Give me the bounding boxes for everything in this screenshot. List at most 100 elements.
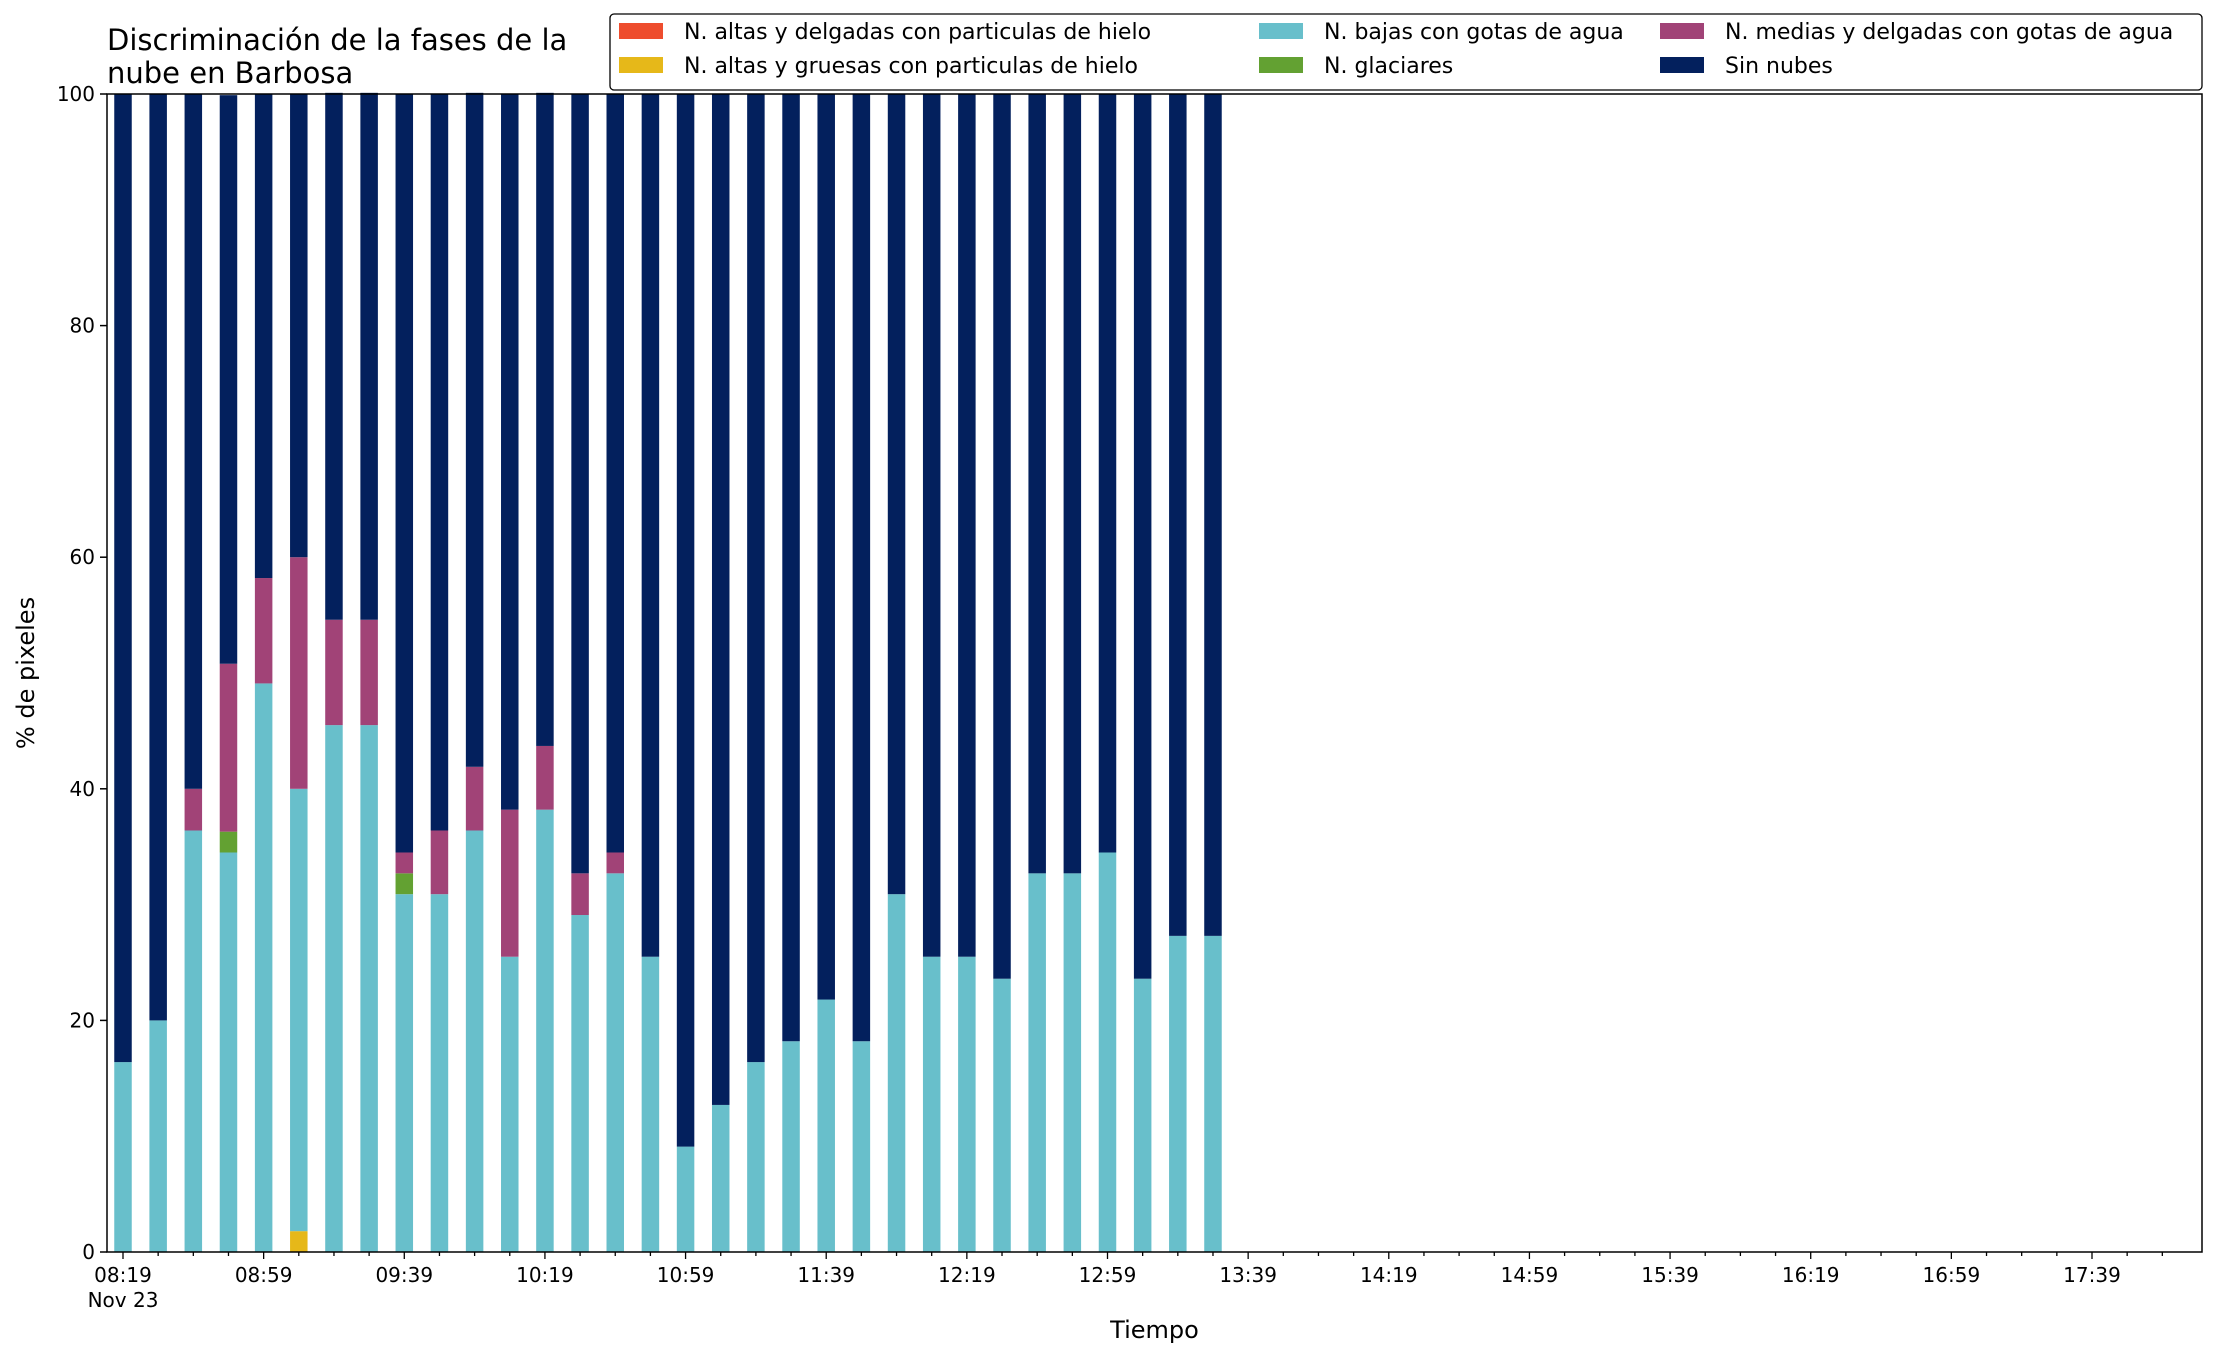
- bar-segment: [395, 852, 414, 874]
- x-tick-label: 08:59: [235, 1263, 293, 1287]
- bar-segment: [465, 830, 484, 1252]
- x-tick-label: 12:19: [938, 1263, 996, 1287]
- y-tick-label: 100: [57, 82, 95, 106]
- bar-segment: [852, 1041, 871, 1252]
- x-tick-label: 08:19: [94, 1263, 152, 1287]
- bar-segment: [290, 94, 308, 558]
- x-tick-label: 15:39: [1641, 1263, 1699, 1287]
- bar-segment: [395, 894, 414, 1252]
- bar-segment: [1169, 935, 1187, 1252]
- bar-segment: [430, 94, 449, 831]
- bar-segment: [817, 94, 835, 1000]
- bar-segment: [922, 94, 941, 957]
- bar-segment: [254, 94, 273, 579]
- bar-segment: [536, 745, 554, 810]
- bar-segment: [114, 94, 132, 1063]
- legend-item: N. bajas con gotas de agua: [1259, 20, 1624, 45]
- legend-label: N. altas y gruesas con particulas de hie…: [684, 54, 1138, 79]
- y-tick-label: 40: [70, 777, 95, 801]
- bar-segment: [676, 1146, 695, 1252]
- x-axis-label: Tiempo: [1109, 1316, 1199, 1344]
- bar-segment: [536, 809, 554, 1252]
- bar-segment: [747, 1062, 765, 1252]
- x-tick-sublabel: Nov 23: [88, 1288, 159, 1312]
- bar-segment: [606, 852, 624, 874]
- chart-title-line: nube en Barbosa: [107, 56, 353, 90]
- bar-segment: [290, 557, 308, 789]
- bar-segment: [1028, 94, 1046, 874]
- bar-segment: [1063, 873, 1082, 1252]
- legend-item: N. altas y delgadas con particulas de hi…: [619, 20, 1151, 45]
- legend-item: N. glaciares: [1259, 54, 1453, 79]
- bars: [114, 92, 1222, 1252]
- bar-segment: [219, 831, 238, 853]
- bar-segment: [465, 92, 484, 767]
- bar-segment: [430, 894, 449, 1252]
- bar-segment: [184, 788, 203, 831]
- bar-segment: [184, 94, 203, 789]
- bar-segment: [711, 94, 730, 1105]
- bar-segment: [606, 94, 624, 853]
- bar-segment: [184, 830, 203, 1252]
- bar-segment: [114, 1062, 132, 1252]
- bar-segment: [219, 852, 238, 1252]
- bar-segment: [641, 956, 660, 1252]
- bar-segment: [993, 978, 1011, 1252]
- bar-segment: [360, 725, 378, 1252]
- bar-segment: [1098, 94, 1117, 853]
- bar-segment: [922, 956, 941, 1252]
- bar-segment: [536, 92, 554, 746]
- chart-title-line: Discriminación de la fases de la: [107, 23, 567, 57]
- y-axis: 0 20 40 60 80 100: [57, 82, 107, 1264]
- bar-segment: [641, 94, 660, 957]
- bar-segment: [219, 663, 238, 832]
- x-tick-label: 10:59: [657, 1263, 715, 1287]
- y-tick-label: 80: [70, 314, 95, 338]
- bar-segment: [360, 92, 378, 620]
- bar-segment: [290, 1231, 308, 1252]
- bar-segment: [254, 578, 273, 684]
- bar-segment: [325, 619, 343, 726]
- bar-segment: [395, 873, 414, 895]
- legend-item: N. altas y gruesas con particulas de hie…: [619, 54, 1138, 79]
- bar-segment: [395, 94, 414, 853]
- legend-label: Sin nubes: [1725, 54, 1833, 79]
- bar-segment: [290, 788, 308, 1232]
- x-tick-label: 16:19: [1782, 1263, 1840, 1287]
- bar-segment: [852, 94, 871, 1042]
- bar-segment: [325, 92, 343, 620]
- bar-segment: [465, 766, 484, 831]
- bar-segment: [711, 1104, 730, 1252]
- bar-segment: [219, 95, 238, 664]
- y-tick-label: 20: [70, 1008, 95, 1032]
- bar-segment: [1169, 94, 1187, 936]
- legend-swatch: [619, 57, 663, 73]
- bar-segment: [958, 956, 976, 1252]
- legend-frame: [609, 13, 2203, 91]
- bar-segment: [958, 94, 976, 957]
- bar-segment: [887, 94, 906, 895]
- x-tick-label: 10:19: [516, 1263, 574, 1287]
- legend: N. altas y delgadas con particulas de hi…: [609, 13, 2203, 91]
- bar-segment: [606, 873, 624, 1252]
- bar-segment: [782, 1041, 800, 1252]
- plot-frame: [106, 93, 2203, 1253]
- bar-segment: [1098, 852, 1117, 1252]
- y-axis-label: % de pixeles: [12, 597, 40, 749]
- legend-swatch: [1259, 23, 1303, 39]
- bar-segment: [1204, 935, 1222, 1252]
- legend-item: Sin nubes: [1660, 54, 1833, 79]
- bar-segment: [887, 894, 906, 1252]
- legend-swatch: [1259, 57, 1303, 73]
- bar-segment: [1204, 94, 1222, 936]
- bar-segment: [782, 94, 800, 1042]
- bar-segment: [501, 956, 519, 1252]
- bar-segment: [571, 915, 589, 1252]
- bar-segment: [501, 94, 519, 810]
- bar-segment: [747, 94, 765, 1063]
- bar-segment: [676, 94, 695, 1147]
- x-tick-label: 16:59: [1923, 1263, 1981, 1287]
